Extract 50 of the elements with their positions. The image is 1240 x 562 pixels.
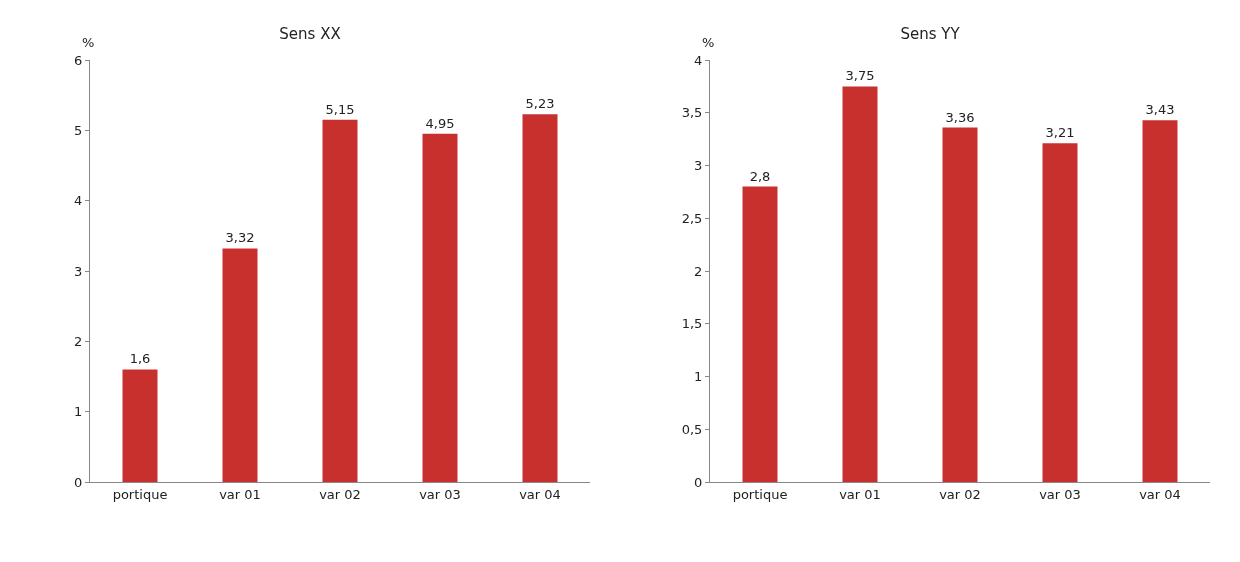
x-tick-label: var 01 xyxy=(839,486,881,502)
data-label: 5,23 xyxy=(525,96,555,112)
x-tick-label: var 02 xyxy=(319,486,361,502)
y-tick-label: 1 xyxy=(694,369,703,385)
y-tick-label: 0,5 xyxy=(681,421,703,437)
y-axis-title: % xyxy=(82,35,95,50)
bar xyxy=(322,119,358,482)
bar xyxy=(842,86,878,482)
y-tick-label: 1 xyxy=(74,404,83,420)
y-tick-label: 4 xyxy=(694,52,703,68)
y-tick-label: 2,5 xyxy=(681,210,703,226)
bar xyxy=(522,114,558,482)
y-tick-label: 6 xyxy=(74,52,83,68)
x-tick-label: var 04 xyxy=(519,486,561,502)
y-tick-label: 0 xyxy=(694,474,703,490)
x-tick-label: var 04 xyxy=(1139,486,1181,502)
y-tick-label: 0 xyxy=(74,474,83,490)
data-label: 3,75 xyxy=(845,68,875,84)
data-label: 1,6 xyxy=(129,351,151,367)
x-tick-label: var 03 xyxy=(419,486,461,502)
data-label: 3,36 xyxy=(945,109,975,125)
y-tick-label: 2 xyxy=(694,263,703,279)
data-label: 3,43 xyxy=(1145,102,1175,118)
y-tick-label: 5 xyxy=(74,122,83,138)
bar xyxy=(122,369,158,482)
x-tick-label: portique xyxy=(112,486,168,502)
x-tick-label: var 03 xyxy=(1039,486,1081,502)
y-axis-title: % xyxy=(702,35,715,50)
y-tick-label: 4 xyxy=(74,193,83,209)
data-label: 3,32 xyxy=(225,230,255,246)
data-label: 3,21 xyxy=(1045,125,1075,141)
bar xyxy=(1142,120,1178,482)
y-tick-label: 3 xyxy=(694,158,703,174)
data-label: 2,8 xyxy=(749,168,771,184)
bar xyxy=(222,248,258,482)
y-tick-label: 3,5 xyxy=(681,105,703,121)
x-tick-label: portique xyxy=(732,486,788,502)
data-label: 5,15 xyxy=(325,101,355,117)
data-label: 4,95 xyxy=(425,115,455,131)
x-tick-label: var 02 xyxy=(939,486,981,502)
chart-title: Sens XX xyxy=(279,24,341,43)
bar xyxy=(1042,143,1078,482)
y-tick-label: 2 xyxy=(74,333,83,349)
bar xyxy=(422,133,458,482)
chart-title: Sens YY xyxy=(900,24,961,43)
y-tick-label: 1,5 xyxy=(681,316,703,332)
bar xyxy=(742,186,778,482)
x-tick-label: var 01 xyxy=(219,486,261,502)
bar xyxy=(942,127,978,482)
y-tick-label: 3 xyxy=(74,263,83,279)
